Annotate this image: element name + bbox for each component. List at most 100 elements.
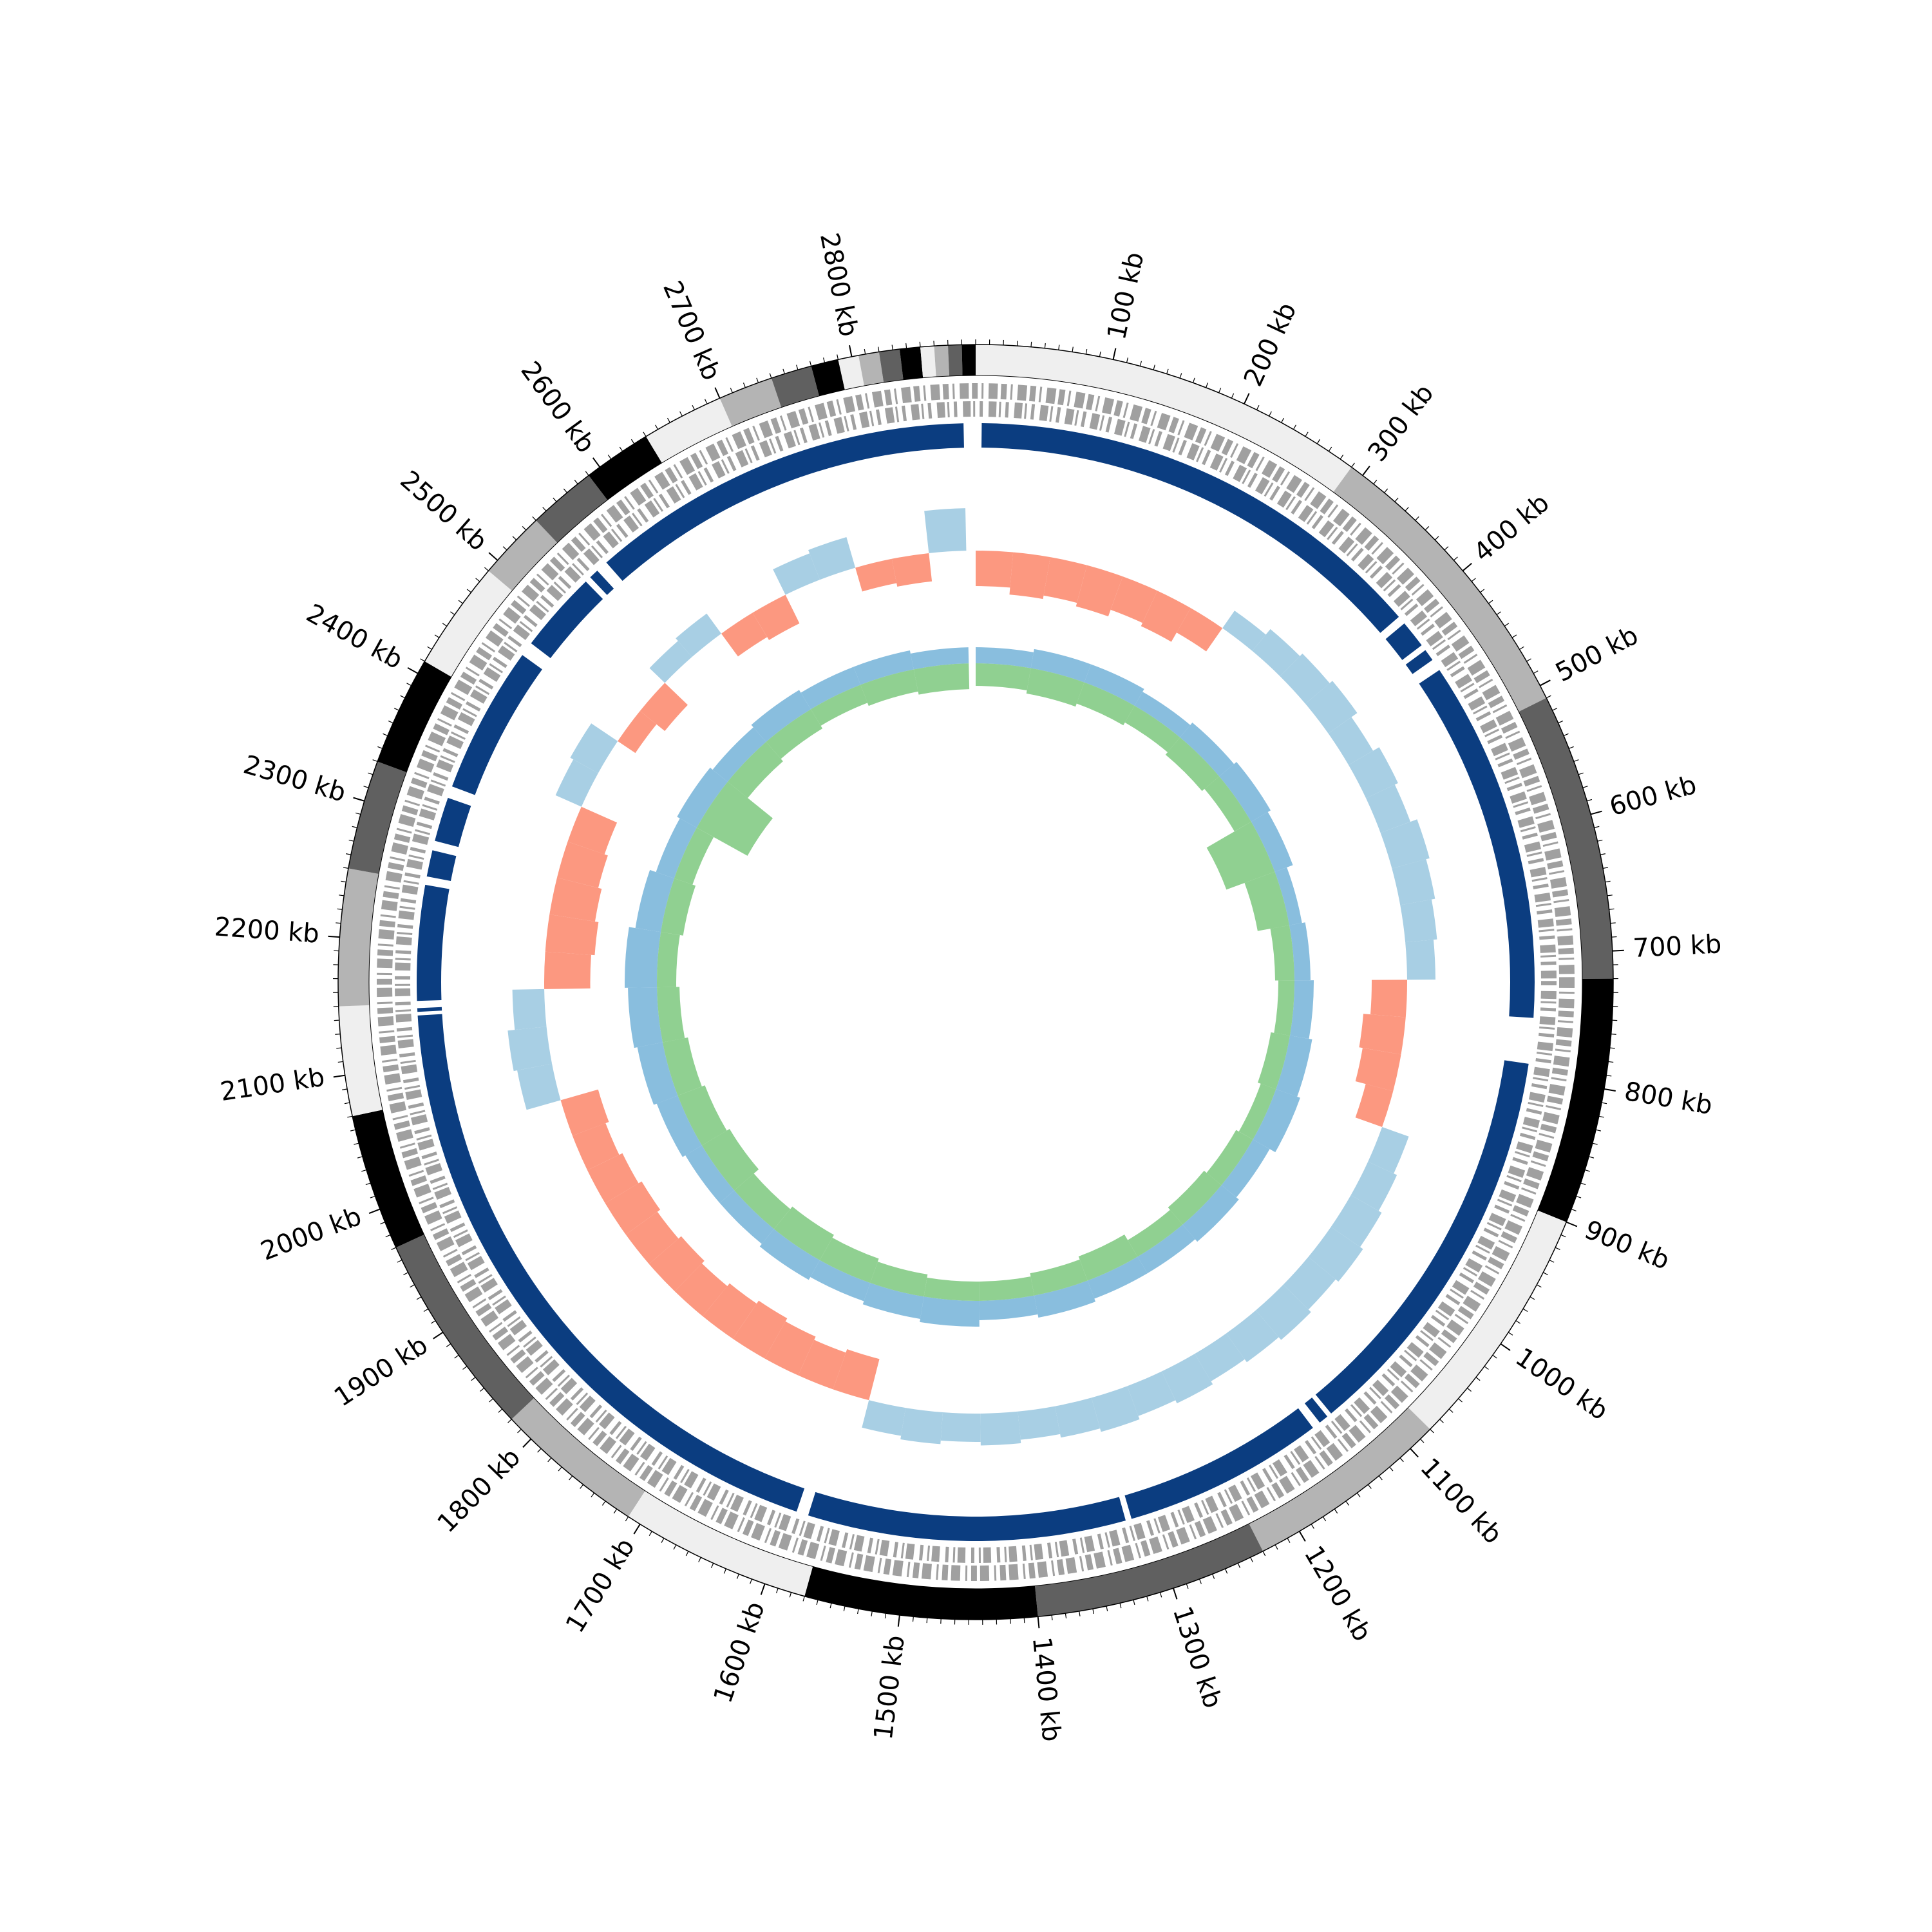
contig xyxy=(511,1397,645,1517)
gene-tracks xyxy=(377,383,1575,1581)
skew-bar xyxy=(1289,922,1311,981)
tick-label: 700 kb xyxy=(1633,929,1723,963)
contig xyxy=(352,1110,424,1248)
minor-tick xyxy=(344,1102,350,1104)
skew-bar xyxy=(1244,871,1290,931)
minor-tick xyxy=(1305,431,1309,437)
minor-tick xyxy=(410,1284,415,1288)
skew-bar xyxy=(819,1237,879,1283)
skew-bar xyxy=(656,818,697,878)
skew-bar xyxy=(800,667,861,710)
gc-bar xyxy=(1380,819,1430,869)
block xyxy=(435,797,471,848)
minor-tick xyxy=(1218,388,1222,393)
contig xyxy=(771,366,820,408)
minor-tick xyxy=(673,1544,677,1550)
minor-tick xyxy=(630,439,635,444)
minor-tick xyxy=(462,1366,468,1370)
minor-tick xyxy=(625,1516,629,1522)
skew-bar xyxy=(1128,1209,1183,1257)
minor-tick xyxy=(400,695,406,699)
minor-tick xyxy=(823,357,826,363)
minor-tick xyxy=(802,1596,805,1602)
skew-bar xyxy=(1251,811,1293,872)
minor-tick xyxy=(601,1501,606,1506)
minor-tick xyxy=(1420,1439,1425,1443)
minor-tick xyxy=(1526,658,1531,662)
minor-tick xyxy=(1340,454,1344,460)
minor-tick xyxy=(512,536,517,540)
skew-bar xyxy=(1182,1185,1239,1242)
minor-tick xyxy=(1023,1618,1025,1624)
skew-bar xyxy=(701,1129,759,1191)
gc-bar xyxy=(567,806,618,855)
minor-tick xyxy=(1552,708,1558,711)
major-tick xyxy=(1566,1221,1578,1227)
minor-tick xyxy=(363,786,369,788)
skew-bar xyxy=(727,742,783,799)
minor-tick xyxy=(1611,936,1617,938)
block xyxy=(1419,670,1535,1018)
minor-tick xyxy=(789,1592,792,1598)
contig xyxy=(934,345,950,377)
skew-bar xyxy=(1078,1234,1138,1281)
minor-tick xyxy=(667,417,670,423)
skew-bar xyxy=(1274,867,1302,925)
skew-bar xyxy=(759,1229,820,1280)
gc-bar xyxy=(549,877,602,922)
gc-bar xyxy=(1226,1310,1279,1363)
minor-tick xyxy=(553,497,557,502)
minor-tick xyxy=(1106,1605,1108,1611)
minor-tick xyxy=(685,1551,689,1557)
gc-bar xyxy=(555,759,598,807)
minor-tick xyxy=(1595,1129,1602,1132)
minor-tick xyxy=(1508,1332,1513,1336)
minor-tick xyxy=(537,1448,542,1453)
minor-tick xyxy=(1543,1272,1548,1276)
minor-tick xyxy=(1256,404,1260,410)
block xyxy=(981,423,1399,633)
minor-tick xyxy=(348,839,354,842)
contig xyxy=(1035,1523,1264,1617)
gc-bar xyxy=(1308,1227,1363,1282)
contig xyxy=(338,1005,383,1117)
minor-tick xyxy=(607,454,612,460)
gc-bar xyxy=(703,1283,757,1339)
skew-bar xyxy=(1084,664,1144,706)
gc-bar xyxy=(1349,747,1398,799)
gc-bar xyxy=(862,1400,906,1436)
major-tick xyxy=(1298,1531,1306,1542)
minor-tick xyxy=(1192,377,1195,383)
minor-tick xyxy=(837,354,839,360)
minor-tick xyxy=(655,424,659,430)
contig xyxy=(878,349,904,383)
minor-tick xyxy=(1466,1387,1472,1392)
minor-tick xyxy=(1287,1538,1291,1543)
minor-tick xyxy=(484,567,489,571)
major-tick xyxy=(849,345,853,357)
minor-tick xyxy=(569,1475,573,1481)
skew-bar xyxy=(1276,1036,1312,1097)
skew-bar xyxy=(923,1277,980,1301)
minor-tick xyxy=(775,1588,779,1594)
minor-tick xyxy=(1608,1061,1614,1063)
minor-tick xyxy=(905,343,907,348)
major-tick xyxy=(433,1332,444,1340)
minor-tick xyxy=(1405,507,1409,511)
gc-bar xyxy=(1305,681,1358,734)
major-tick xyxy=(1172,1587,1178,1600)
major-tick xyxy=(760,1583,766,1595)
gc-bar xyxy=(1127,1371,1176,1416)
contig xyxy=(536,475,608,543)
minor-tick xyxy=(1159,1592,1162,1598)
minor-tick xyxy=(388,720,393,724)
minor-tick xyxy=(710,1563,714,1568)
minor-tick xyxy=(361,1169,367,1172)
major-tick xyxy=(407,667,419,674)
contig xyxy=(811,359,845,396)
minor-tick xyxy=(380,1222,386,1225)
minor-tick xyxy=(743,383,746,388)
minor-tick xyxy=(341,880,346,883)
